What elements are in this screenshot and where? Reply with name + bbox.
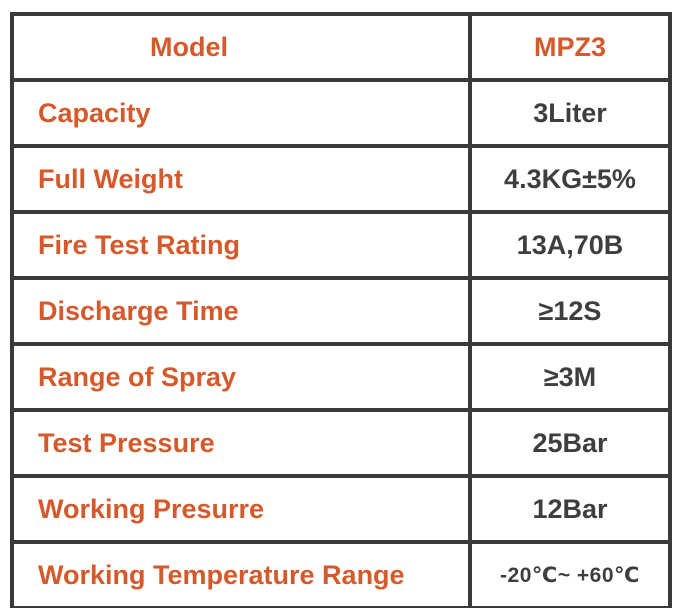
fire-test-rating-value: 13A,70B	[468, 210, 672, 280]
working-temperature-range-value: -20℃~ +60℃	[468, 540, 672, 608]
working-temperature-range-label: Working Temperature Range	[10, 540, 472, 608]
test-pressure-label: Test Pressure	[10, 408, 472, 478]
table-row-fire-test-rating: Fire Test Rating 13A,70B	[10, 210, 672, 280]
table-row-capacity: Capacity 3Liter	[10, 78, 672, 148]
capacity-value: 3Liter	[468, 78, 672, 148]
table-header-row: Model MPZ3	[10, 12, 672, 82]
spec-table: Model MPZ3 Capacity 3Liter Full Weight 4…	[10, 12, 672, 608]
header-value-model-number: MPZ3	[468, 12, 672, 82]
full-weight-value: 4.3KG±5%	[468, 144, 672, 214]
table-row-test-pressure: Test Pressure 25Bar	[10, 408, 672, 478]
test-pressure-value: 25Bar	[468, 408, 672, 478]
discharge-time-value: ≥12S	[468, 276, 672, 346]
table-row-range-of-spray: Range of Spray ≥3M	[10, 342, 672, 412]
range-of-spray-value: ≥3M	[468, 342, 672, 412]
working-pressure-label: Working Presurre	[10, 474, 472, 544]
discharge-time-label: Discharge Time	[10, 276, 472, 346]
header-label-model: Model	[10, 12, 472, 82]
table-row-full-weight: Full Weight 4.3KG±5%	[10, 144, 672, 214]
full-weight-label: Full Weight	[10, 144, 472, 214]
working-pressure-value: 12Bar	[468, 474, 672, 544]
range-of-spray-label: Range of Spray	[10, 342, 472, 412]
table-row-discharge-time: Discharge Time ≥12S	[10, 276, 672, 346]
capacity-label: Capacity	[10, 78, 472, 148]
table-row-working-temperature-range: Working Temperature Range -20℃~ +60℃	[10, 540, 672, 608]
table-row-working-pressure: Working Presurre 12Bar	[10, 474, 672, 544]
fire-test-rating-label: Fire Test Rating	[10, 210, 472, 280]
